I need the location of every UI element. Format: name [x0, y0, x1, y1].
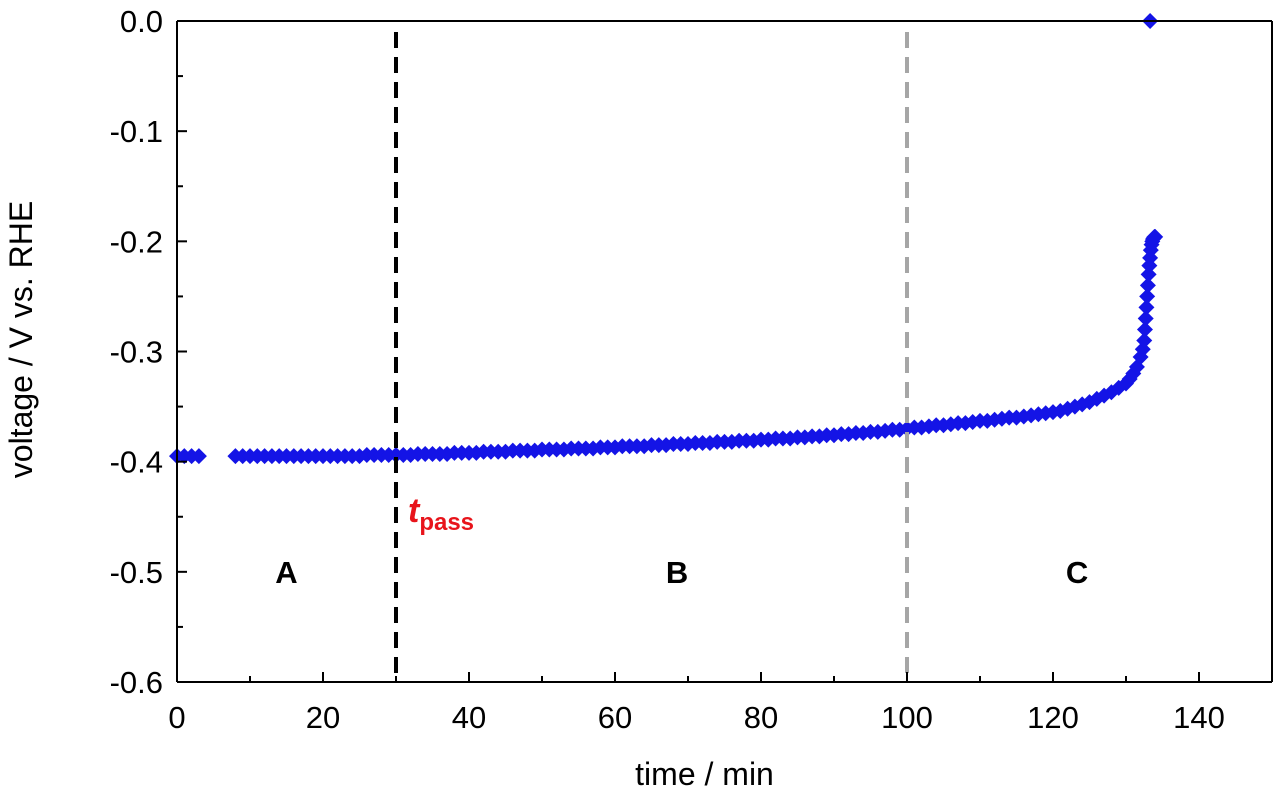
- tpass-label-subscript: pass: [419, 509, 474, 536]
- data-point: [190, 448, 207, 465]
- y-axis-title: voltage / V vs. RHE: [3, 201, 39, 478]
- region-label-a: A: [275, 555, 297, 590]
- x-tick-label: 60: [598, 700, 632, 735]
- x-tick-label: 100: [881, 700, 933, 735]
- y-tick-label: -0.3: [110, 335, 163, 370]
- y-tick-label: -0.2: [110, 224, 163, 259]
- x-tick-label: 120: [1027, 700, 1079, 735]
- axes: 0.0 -0.1 -0.2 -0.3 -0.4 -0.5 -0.60 20 40 60 80 100 1…: [110, 4, 1273, 735]
- y-tick-label: -0.5: [110, 555, 163, 590]
- data-point: [1138, 299, 1155, 316]
- data-point: [1136, 321, 1153, 338]
- x-tick-label: 40: [452, 700, 486, 735]
- data-point: [1140, 266, 1157, 283]
- y-tick-label: -0.6: [110, 665, 163, 700]
- region-label-c: C: [1066, 555, 1088, 590]
- data-point: [1139, 288, 1156, 305]
- tpass-label-main: t: [408, 492, 421, 530]
- x-axis-title: time / min: [635, 756, 774, 792]
- x-tick-label: 140: [1173, 700, 1225, 735]
- data-point: [1015, 408, 1032, 425]
- y-tick-label: -0.4: [110, 445, 163, 480]
- y-tick-label: 0.0: [120, 4, 163, 39]
- tpass-label: tpass: [408, 492, 474, 536]
- data-point: [1136, 332, 1153, 349]
- x-tick-label: 20: [306, 700, 340, 735]
- region-divider-lines: [394, 32, 909, 682]
- y-tick-label: -0.1: [110, 114, 163, 149]
- data-point: [1147, 228, 1164, 245]
- data-point: [1137, 310, 1154, 327]
- x-tick-label: 80: [744, 700, 778, 735]
- data-point: [1139, 277, 1156, 294]
- region-label-b: B: [666, 555, 688, 590]
- data-marks: [169, 13, 1164, 465]
- x-tick-label: 0: [168, 700, 185, 735]
